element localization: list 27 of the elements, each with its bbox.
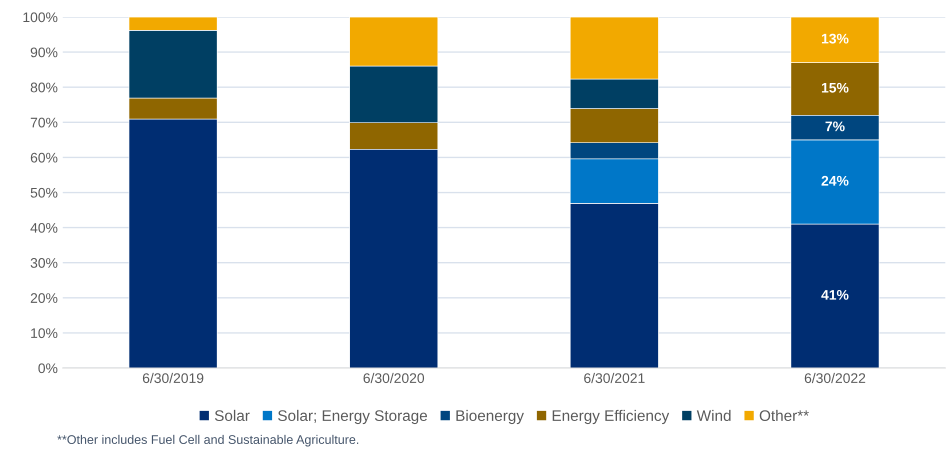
- x-tick-label: 6/30/2019: [142, 372, 204, 384]
- legend-label: Solar: [214, 410, 250, 422]
- legend-label: Wind: [696, 410, 731, 422]
- x-tick-label: 6/30/2020: [364, 372, 424, 384]
- legend-label: Other**: [760, 410, 809, 422]
- data-label: 24%: [822, 176, 849, 186]
- legend-label: Solar; Energy Storage: [278, 410, 428, 424]
- x-tick-label: 6/30/2021: [584, 372, 645, 384]
- y-tick-label: 20%: [30, 293, 58, 303]
- y-tick-label: 0%: [38, 363, 58, 374]
- y-tick-label: 50%: [30, 188, 58, 198]
- y-tick-label: 30%: [30, 258, 58, 268]
- x-tick-label: 6/30/2022: [804, 372, 866, 384]
- y-tick-label: 100%: [23, 12, 58, 22]
- y-tick-label: 90%: [30, 47, 58, 58]
- legend-label: Bioenergy: [456, 410, 524, 424]
- y-tick-label: 10%: [31, 328, 58, 338]
- data-label: 13%: [822, 34, 849, 44]
- y-tick-label: 70%: [30, 118, 58, 128]
- text: **Other includes Fuel Cell and Sustainable Agriculture.: [57, 434, 358, 446]
- y-tick-label: 60%: [30, 152, 58, 163]
- y-tick-label: 80%: [30, 82, 58, 92]
- data-label: 41%: [821, 290, 849, 300]
- y-tick-label: 40%: [30, 222, 58, 233]
- data-label: 7%: [826, 122, 845, 132]
- data-label: 15%: [822, 82, 849, 93]
- legend-label: Energy Efficiency: [552, 410, 670, 424]
